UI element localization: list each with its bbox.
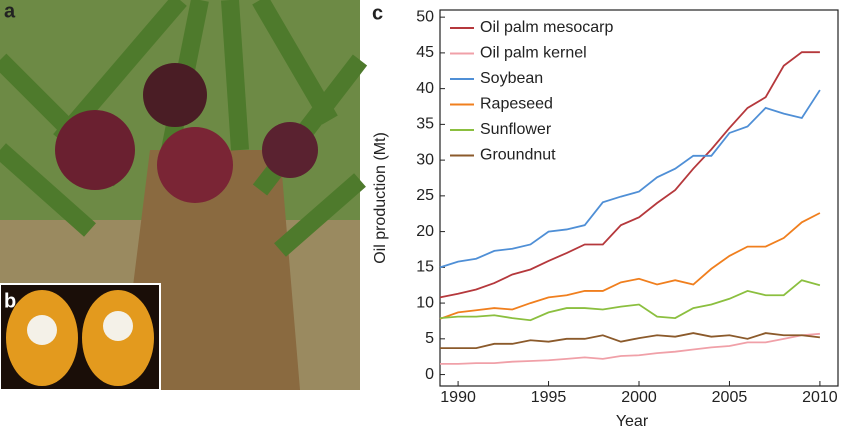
series-line [440, 332, 821, 350]
series-line [439, 279, 821, 322]
palm-photo [0, 0, 368, 390]
series-line [440, 332, 820, 365]
x-tick-label: 1995 [531, 389, 567, 406]
legend-label: Oil palm kernel [480, 45, 587, 62]
y-tick-label: 30 [416, 151, 434, 168]
legend-label: Oil palm mesocarp [480, 19, 613, 36]
y-tick-label: 0 [425, 366, 434, 383]
x-tick-label: 1990 [440, 389, 476, 406]
legend-label: Soybean [480, 70, 543, 87]
x-tick-label: 2000 [621, 389, 657, 406]
panel-label: a [4, 0, 16, 22]
y-tick-label: 20 [416, 223, 434, 240]
y-tick-label: 50 [416, 8, 434, 25]
x-tick-label: 2005 [712, 389, 748, 406]
series-line [439, 212, 821, 320]
y-tick-label: 45 [416, 44, 434, 61]
x-tick-label: 2010 [802, 389, 838, 406]
y-axis-label: Oil production (Mt) [372, 132, 389, 264]
y-tick-label: 40 [416, 80, 434, 97]
y-tick-label: 5 [425, 330, 434, 347]
y-tick-label: 25 [416, 187, 434, 204]
plot-frame [439, 9, 839, 387]
panel-label: c [372, 2, 383, 24]
series-line [439, 89, 821, 269]
y-tick-label: 15 [416, 259, 434, 276]
series-line [439, 51, 820, 299]
x-axis-label: Year [616, 413, 649, 430]
fruit-photo [0, 283, 161, 391]
y-tick-label: 10 [416, 294, 434, 311]
legend-label: Sunflower [480, 121, 552, 138]
panel-label: b [4, 290, 16, 312]
legend-label: Rapeseed [480, 96, 553, 113]
y-tick-label: 35 [416, 116, 434, 133]
legend-label: Groundnut [480, 147, 556, 164]
